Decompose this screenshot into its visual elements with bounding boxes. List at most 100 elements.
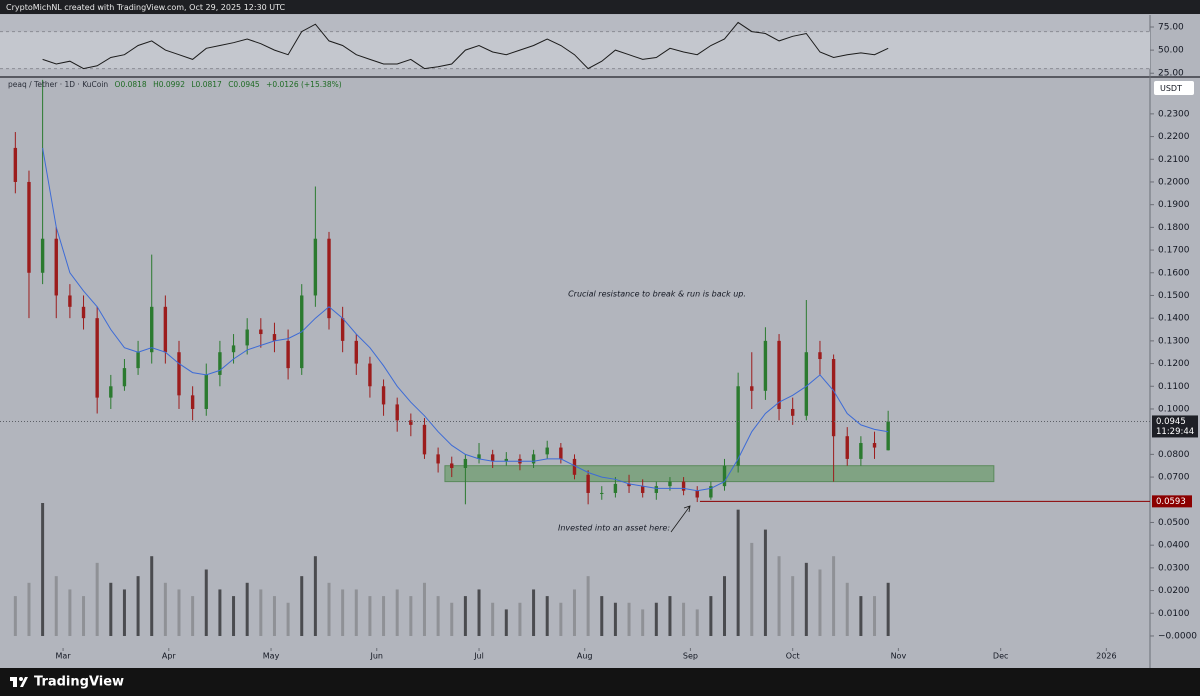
volume-bar bbox=[654, 602, 658, 636]
currency-label: USDT bbox=[1160, 84, 1182, 93]
candle-body bbox=[681, 481, 686, 491]
volume-bar bbox=[300, 576, 304, 636]
candle-body bbox=[627, 483, 631, 487]
volume-bar bbox=[313, 556, 317, 636]
candle-body bbox=[204, 374, 208, 409]
candle-body bbox=[340, 318, 345, 341]
volume-bar bbox=[668, 596, 672, 636]
rsi-tick-label: 25.00 bbox=[1158, 69, 1184, 79]
candle-body bbox=[218, 352, 222, 375]
volume-bar bbox=[559, 602, 563, 636]
y-tick-label: 0.0400 bbox=[1158, 541, 1190, 551]
level-box bbox=[1152, 495, 1192, 508]
candle-body bbox=[613, 483, 618, 493]
volume-bar bbox=[163, 582, 167, 636]
candle-body bbox=[231, 345, 236, 353]
candle-body bbox=[654, 486, 659, 493]
volume-bar bbox=[886, 582, 890, 636]
volume-bar bbox=[191, 596, 195, 636]
y-tick-label: 0.0700 bbox=[1158, 473, 1190, 483]
volume-bar bbox=[723, 576, 727, 636]
volume-bar bbox=[54, 576, 58, 636]
candle-body bbox=[259, 329, 263, 335]
candle-body bbox=[395, 404, 399, 421]
volume-bar bbox=[204, 569, 208, 636]
y-tick-label: 0.1500 bbox=[1158, 291, 1190, 301]
volume-bar bbox=[709, 596, 713, 636]
candle-body bbox=[463, 458, 468, 468]
candle-body bbox=[477, 454, 481, 459]
candle-body bbox=[13, 147, 18, 182]
header-text: CryptoMichNL created with TradingView.co… bbox=[6, 3, 286, 12]
annotation: Crucial resistance to break & run is bac… bbox=[568, 290, 746, 299]
candle-body bbox=[804, 352, 809, 416]
rsi-band bbox=[0, 31, 1150, 69]
volume-bar bbox=[873, 596, 877, 636]
candle-body bbox=[695, 490, 699, 498]
volume-bar bbox=[532, 589, 536, 636]
candle-body bbox=[722, 465, 727, 487]
volume-bar bbox=[436, 596, 440, 636]
volume-bar bbox=[750, 542, 754, 636]
y-tick-label: 0.1400 bbox=[1158, 314, 1190, 324]
moving-average bbox=[42, 147, 889, 492]
last-price-box bbox=[1152, 415, 1198, 438]
y-tick-label: 0.1100 bbox=[1158, 382, 1190, 392]
candle-body bbox=[559, 447, 563, 459]
volume-bar bbox=[572, 589, 576, 636]
volume-bar bbox=[259, 589, 263, 636]
candle-body bbox=[177, 352, 181, 396]
volume-bar bbox=[422, 582, 426, 636]
candle-body bbox=[122, 368, 127, 387]
ohlc-open: O0.0818 bbox=[114, 80, 147, 89]
volume-bar bbox=[477, 589, 481, 636]
volume-bar bbox=[245, 582, 249, 636]
y-tick-label: 0.1900 bbox=[1158, 200, 1190, 210]
ohlc-change: +0.0126 (+15.38%) bbox=[266, 80, 342, 89]
legend: peaq / Tether · 1D · KuCoin O0.0818 H0.0… bbox=[8, 80, 342, 89]
volume-bar bbox=[27, 582, 31, 636]
annotation: Invested into an asset here: bbox=[558, 524, 670, 533]
x-tick-label: Dec bbox=[993, 652, 1008, 661]
volume-bar bbox=[736, 509, 740, 636]
candle-body bbox=[150, 306, 154, 353]
volume-bar bbox=[791, 576, 795, 636]
volume-bar bbox=[136, 576, 140, 636]
volume-bar bbox=[586, 576, 590, 636]
volume-bar bbox=[341, 589, 345, 636]
candle-body bbox=[436, 454, 440, 464]
candle-body bbox=[354, 340, 358, 364]
x-tick-label: Oct bbox=[786, 652, 800, 661]
y-tick-label: 0.0500 bbox=[1158, 518, 1190, 528]
volume-bar bbox=[463, 596, 467, 636]
candle-body bbox=[136, 352, 140, 369]
volume-bar bbox=[122, 589, 126, 636]
volume-bar bbox=[327, 582, 331, 636]
candle-body bbox=[245, 329, 249, 346]
x-tick-label: Apr bbox=[162, 652, 177, 661]
volume-bar bbox=[177, 589, 181, 636]
candle-body bbox=[422, 424, 427, 455]
candle-body bbox=[109, 386, 113, 398]
candle-body bbox=[68, 295, 72, 307]
candle-body bbox=[572, 458, 577, 475]
candle-body bbox=[709, 486, 713, 498]
x-tick-label: Sep bbox=[683, 652, 698, 661]
candle-body bbox=[190, 395, 195, 409]
candle-body bbox=[668, 481, 672, 487]
volume-bar bbox=[109, 582, 113, 636]
rsi-tick-label: 75.00 bbox=[1158, 23, 1184, 33]
y-tick-label: 0.1700 bbox=[1158, 246, 1190, 256]
header-bar bbox=[0, 0, 1200, 14]
countdown-label: 11:29:44 bbox=[1156, 427, 1194, 437]
y-tick-label: 0.0800 bbox=[1158, 450, 1190, 460]
volume-bar bbox=[409, 596, 413, 636]
candle-body bbox=[504, 458, 509, 462]
candles bbox=[13, 79, 890, 505]
volume-bar bbox=[845, 582, 849, 636]
candle-body bbox=[409, 420, 413, 425]
volume-bar bbox=[232, 596, 236, 636]
volume-bar bbox=[627, 602, 631, 636]
